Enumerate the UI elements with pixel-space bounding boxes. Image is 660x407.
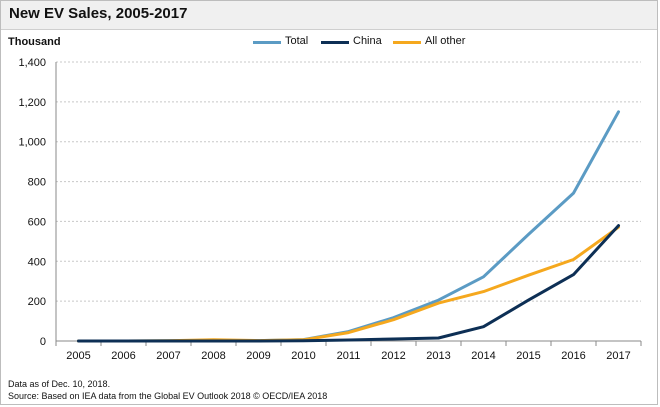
x-tick-label: 2005 <box>66 350 90 362</box>
chart-title: New EV Sales, 2005-2017 <box>9 5 188 22</box>
title-bar: New EV Sales, 2005-2017 <box>1 1 657 30</box>
y-tick-label: 0 <box>40 336 46 348</box>
x-tick-label: 2007 <box>156 350 180 362</box>
data-date-note: Data as of Dec. 10, 2018. <box>8 379 111 389</box>
x-tick-label: 2008 <box>201 350 225 362</box>
legend: Total China All other <box>1 35 657 51</box>
legend-label-all-other: All other <box>425 35 466 47</box>
x-tick-label: 2010 <box>291 350 315 362</box>
legend-swatch-all-other <box>393 41 421 44</box>
x-tick-label: 2014 <box>471 350 495 362</box>
y-axis-unit-label: Thousand <box>8 36 61 48</box>
x-tick-label: 2015 <box>516 350 540 362</box>
y-tick-label: 1,000 <box>18 137 46 149</box>
x-tick-label: 2017 <box>606 350 630 362</box>
series-line-all-other <box>77 225 620 343</box>
x-tick-label: 2006 <box>111 350 135 362</box>
legend-swatch-china <box>321 41 349 44</box>
x-tick-label: 2016 <box>561 350 585 362</box>
x-tick-label: 2011 <box>337 350 361 362</box>
series-line-china <box>77 224 620 343</box>
x-tick-label: 2013 <box>426 350 450 362</box>
y-tick-label: 1,200 <box>18 97 46 109</box>
legend-label-china: China <box>353 35 382 47</box>
y-tick-label: 400 <box>28 256 46 268</box>
legend-label-total: Total <box>285 35 309 47</box>
series-line-total <box>77 110 620 343</box>
x-tick-label: 2009 <box>246 350 270 362</box>
y-tick-label: 1,400 <box>18 57 46 69</box>
legend-swatch-total <box>253 41 281 44</box>
y-tick-label: 600 <box>28 216 46 228</box>
x-tick-label: 2012 <box>381 350 405 362</box>
y-tick-label: 800 <box>28 177 46 189</box>
y-tick-label: 200 <box>28 296 46 308</box>
line-chart: 0 200 400 600 800 1,000 1,200 1,400 2005 2006 2007… <box>18 57 642 362</box>
source-note: Source: Based on IEA data from the Globa… <box>8 391 328 401</box>
